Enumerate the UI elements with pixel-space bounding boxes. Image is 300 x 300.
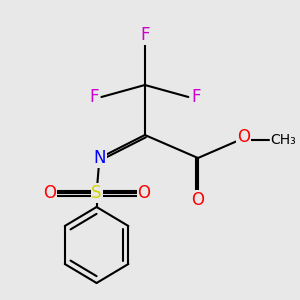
Text: S: S — [91, 184, 102, 202]
Text: F: F — [89, 88, 98, 106]
Text: O: O — [191, 191, 205, 209]
Text: F: F — [140, 26, 150, 44]
Text: O: O — [43, 184, 56, 202]
Text: O: O — [137, 184, 150, 202]
Text: CH₃: CH₃ — [270, 133, 296, 147]
Text: N: N — [93, 149, 106, 167]
Text: O: O — [237, 128, 250, 146]
Text: F: F — [191, 88, 201, 106]
